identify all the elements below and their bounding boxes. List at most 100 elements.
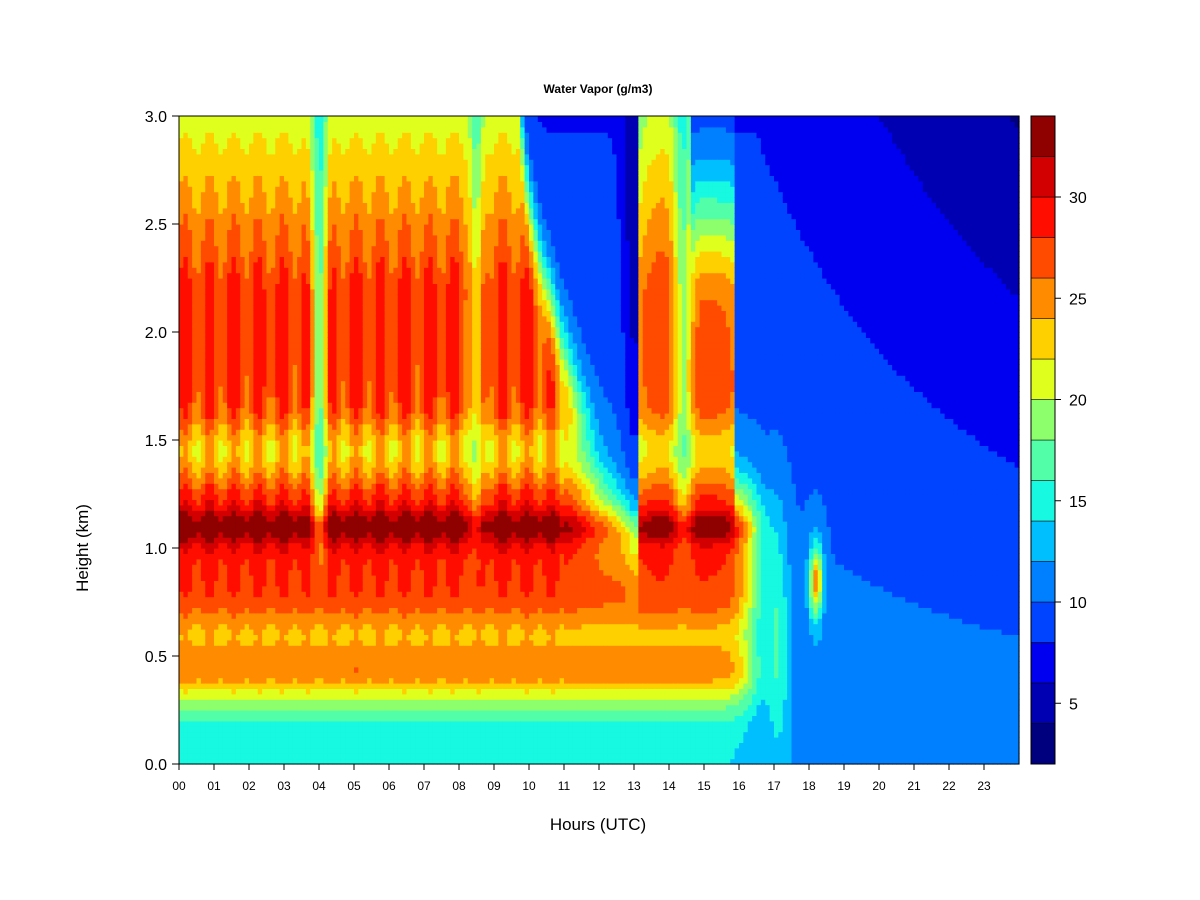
heatmap-cell [354, 256, 359, 262]
heatmap-cell [188, 543, 193, 549]
heatmap-cell [210, 678, 215, 684]
heatmap-cell [275, 613, 280, 619]
heatmap-cell [284, 235, 289, 241]
heatmap-cell [267, 451, 272, 457]
heatmap-cell [341, 375, 346, 381]
heatmap-cell [253, 181, 258, 187]
heatmap-cell [210, 521, 215, 527]
heatmap-cell [205, 359, 210, 365]
heatmap-cell [306, 672, 311, 678]
heatmap-cell [192, 591, 197, 597]
heatmap-cell [345, 721, 350, 727]
heatmap-cell [240, 424, 245, 430]
heatmap-cell [280, 132, 285, 138]
heatmap-cell [354, 283, 359, 289]
heatmap-cell [302, 456, 307, 462]
heatmap-cell [210, 332, 215, 338]
heatmap-cell [205, 424, 210, 430]
heatmap-cell [245, 408, 250, 414]
heatmap-cell [337, 570, 342, 576]
heatmap-cell [271, 694, 276, 700]
heatmap-cell [253, 521, 258, 527]
heatmap-cell [306, 337, 311, 343]
heatmap-cell [345, 667, 350, 673]
heatmap-cell [201, 489, 206, 495]
heatmap-cell [262, 645, 267, 651]
heatmap-cell [341, 370, 346, 376]
heatmap-cell [306, 559, 311, 565]
heatmap-cell [197, 424, 202, 430]
heatmap-cell [297, 348, 302, 354]
heatmap-cell [315, 456, 320, 462]
heatmap-cell [201, 181, 206, 187]
heatmap-cell [350, 543, 355, 549]
heatmap-cell [306, 413, 311, 419]
heatmap-cell [319, 753, 324, 759]
heatmap-cell [293, 256, 298, 262]
heatmap-cell [328, 143, 333, 149]
heatmap-cell [249, 202, 254, 208]
heatmap-cell [306, 629, 311, 635]
heatmap-cell [328, 310, 333, 316]
heatmap-cell [267, 472, 272, 478]
heatmap-cell [302, 559, 307, 565]
heatmap-cell [267, 154, 272, 160]
heatmap-cell [253, 645, 258, 651]
heatmap-cell [293, 143, 298, 149]
heatmap-cell [205, 753, 210, 759]
heatmap-cell [197, 553, 202, 559]
heatmap-cell [280, 229, 285, 235]
heatmap-cell [332, 148, 337, 154]
heatmap-cell [192, 694, 197, 700]
heatmap-cell [245, 559, 250, 565]
heatmap-cell [249, 721, 254, 727]
heatmap-cell [284, 267, 289, 273]
heatmap-cell [192, 127, 197, 133]
heatmap-cell [253, 548, 258, 554]
heatmap-cell [297, 186, 302, 192]
heatmap-cell [310, 402, 315, 408]
heatmap-cell [192, 413, 197, 419]
heatmap-cell [210, 251, 215, 257]
heatmap-cell [315, 732, 320, 738]
heatmap-cell [210, 688, 215, 694]
heatmap-cell [284, 116, 289, 122]
heatmap-cell [214, 197, 219, 203]
heatmap-cell [293, 494, 298, 500]
heatmap-cell [280, 256, 285, 262]
heatmap-cell [258, 289, 263, 295]
heatmap-cell [345, 246, 350, 252]
heatmap-cell [218, 202, 223, 208]
heatmap-cell [232, 688, 237, 694]
heatmap-cell [262, 246, 267, 252]
heatmap-cell [302, 197, 307, 203]
heatmap-cell [210, 246, 215, 252]
heatmap-cell [258, 240, 263, 246]
heatmap-cell [236, 532, 241, 538]
heatmap-cell [332, 364, 337, 370]
heatmap-cell [310, 283, 315, 289]
heatmap-cell [192, 661, 197, 667]
heatmap-cell [232, 289, 237, 295]
heatmap-cell [302, 424, 307, 430]
heatmap-cell [319, 143, 324, 149]
heatmap-cell [205, 294, 210, 300]
heatmap-cell [275, 364, 280, 370]
heatmap-cell [332, 213, 337, 219]
heatmap-cell [253, 213, 258, 219]
heatmap-cell [214, 138, 219, 144]
heatmap-cell [232, 186, 237, 192]
heatmap-cell [214, 737, 219, 743]
heatmap-cell [337, 202, 342, 208]
heatmap-cell [188, 402, 193, 408]
heatmap-cell [275, 246, 280, 252]
heatmap-cell [280, 499, 285, 505]
heatmap-cell [297, 127, 302, 133]
heatmap-cell [337, 629, 342, 635]
heatmap-cell [323, 159, 328, 165]
heatmap-cell [214, 575, 219, 581]
heatmap-cell [223, 521, 228, 527]
heatmap-cell [258, 661, 263, 667]
heatmap-cell [227, 732, 232, 738]
heatmap-cell [223, 289, 228, 295]
